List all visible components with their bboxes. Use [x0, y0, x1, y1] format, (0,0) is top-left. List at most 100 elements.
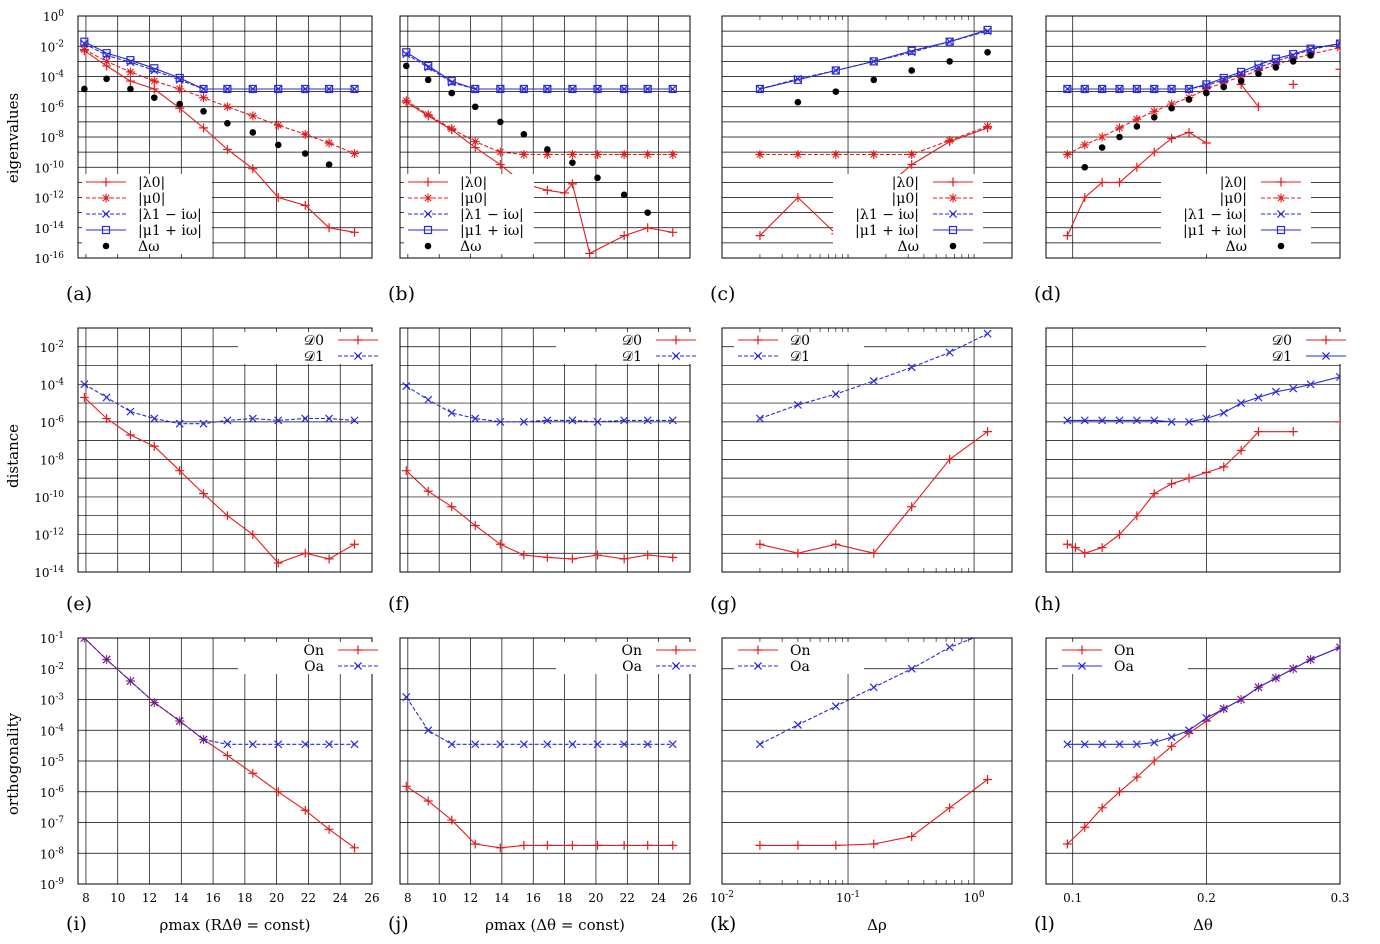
- point-a-2: [150, 66, 159, 75]
- point-f-1: [643, 416, 652, 425]
- point-g-1: [907, 363, 916, 372]
- panel-label-d: (d): [1034, 283, 1061, 305]
- axes-frame-a: [77, 15, 373, 259]
- point-l-0: [1335, 642, 1340, 652]
- point-e-1: [175, 419, 184, 428]
- point-b-3: [471, 84, 480, 94]
- point-l-1: [1271, 673, 1280, 683]
- point-j-0: [401, 781, 411, 791]
- point-b-3: [543, 84, 552, 94]
- point-a-0: [324, 223, 334, 233]
- point-f-1: [668, 416, 677, 425]
- ytick-label: 100: [43, 9, 64, 24]
- legend-bg: [833, 206, 983, 222]
- point-i-0: [300, 805, 310, 815]
- point-l-1: [1335, 643, 1340, 652]
- ytick-label: 10-9: [40, 877, 64, 892]
- point-d-0: [1167, 133, 1177, 143]
- point-j-0: [668, 840, 678, 850]
- point-k-1: [984, 629, 991, 636]
- point-d-2: [1254, 63, 1263, 72]
- legend-marker: [948, 209, 958, 219]
- point-a-3: [80, 37, 89, 46]
- point-d-0: [1080, 193, 1090, 202]
- point-f-1: [519, 417, 528, 426]
- grid-h: [1046, 327, 1340, 573]
- point-j-1: [668, 740, 677, 749]
- point-l-0: [1080, 822, 1090, 832]
- point-d-3: [1098, 84, 1107, 94]
- point-j-1: [543, 740, 552, 749]
- point-d-0: [1097, 177, 1107, 187]
- ytick-label: 10-8: [40, 452, 64, 467]
- legend-label: Oa: [790, 659, 810, 675]
- point-c-1: [755, 149, 765, 159]
- point-i-0: [222, 751, 232, 761]
- legend-b: |λ0||μ0||λ1 − iω||μ1 + iω|Δω: [404, 174, 534, 255]
- ytick-label: 10-2: [40, 662, 64, 677]
- point-c-4: [908, 67, 915, 74]
- point-a-4: [150, 94, 158, 101]
- legend-marker: [671, 661, 681, 671]
- series-group-h: [1062, 372, 1340, 558]
- point-j-0: [567, 840, 577, 850]
- ytick-label: 10-14: [34, 221, 64, 236]
- point-d-0: [1149, 147, 1159, 157]
- series-line-i-1: [84, 638, 355, 745]
- point-j-1: [447, 740, 456, 749]
- series-line-a-0: [84, 50, 355, 233]
- xtick-label: 14: [174, 891, 190, 905]
- legend-bg: [734, 332, 864, 348]
- point-b-4: [448, 89, 456, 97]
- point-b-3: [643, 84, 652, 94]
- point-b-4: [644, 209, 651, 216]
- point-a-4: [249, 129, 257, 136]
- point-b-4: [402, 62, 410, 70]
- ytick-label: 10-6: [40, 100, 64, 115]
- point-d-0: [1253, 102, 1263, 112]
- grid-e: [78, 327, 372, 573]
- row-ylabel-orthogonality: orthogonality: [4, 712, 22, 815]
- point-e-0: [125, 430, 135, 440]
- point-i-0: [350, 843, 360, 853]
- series-line-h-1: [1067, 376, 1340, 423]
- series-line-f-0: [405, 470, 673, 560]
- point-a-3: [223, 84, 232, 94]
- point-h-1: [1219, 408, 1228, 417]
- point-a-3: [126, 56, 135, 65]
- point-d-1: [1132, 114, 1142, 124]
- ytick-label: 10-6: [40, 785, 64, 800]
- point-d-3: [1080, 84, 1089, 94]
- point-f-1: [402, 382, 411, 391]
- point-c-3: [945, 37, 954, 46]
- legend-marker: [101, 193, 111, 203]
- xtick-label: 100: [964, 890, 985, 905]
- point-d-4: [1307, 52, 1314, 59]
- point-k-0: [983, 775, 993, 785]
- row-ylabel-distance: distance: [4, 424, 22, 488]
- legend-marker: [948, 177, 958, 187]
- point-b-3: [593, 84, 602, 94]
- legend-marker: [671, 335, 681, 345]
- series-group-c: [755, 25, 993, 241]
- point-l-1: [1063, 740, 1072, 749]
- legend-marker: [101, 177, 111, 187]
- point-a-4: [176, 100, 184, 108]
- point-f-1: [447, 408, 456, 417]
- point-a-4: [325, 161, 333, 168]
- point-a-3: [301, 84, 310, 94]
- series-line-a-3: [84, 41, 355, 90]
- series-group-b: [401, 48, 678, 258]
- point-e-1: [80, 380, 89, 389]
- point-a-1: [102, 56, 112, 66]
- point-b-0: [643, 223, 653, 233]
- point-b-1: [423, 110, 433, 120]
- point-e-1: [301, 414, 310, 423]
- point-f-1: [471, 414, 480, 423]
- xtick-label: 20: [269, 891, 284, 905]
- point-b-2: [402, 50, 411, 59]
- point-i-0: [273, 787, 283, 797]
- xtick-label: 18: [237, 891, 252, 905]
- point-a-3: [175, 73, 184, 83]
